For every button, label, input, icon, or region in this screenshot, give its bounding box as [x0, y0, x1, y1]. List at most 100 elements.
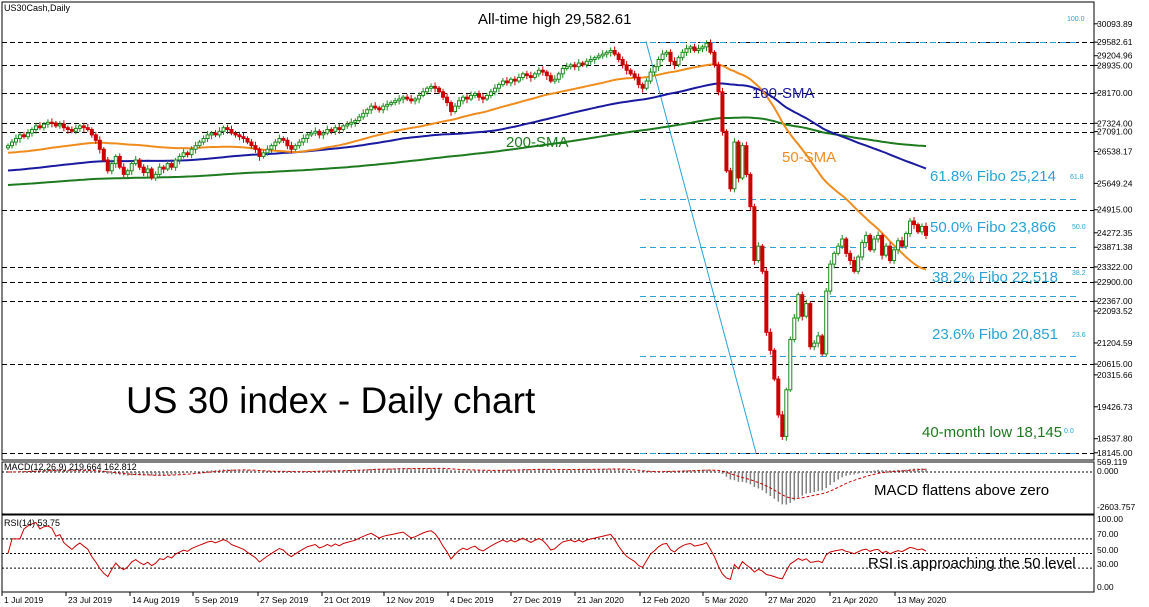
fib236-label: 23.6% Fibo 20,851	[932, 326, 1058, 343]
candle-body	[29, 129, 34, 134]
candle-body	[93, 134, 98, 141]
candle-body	[752, 206, 757, 262]
candle-body	[181, 152, 186, 157]
candle-body	[616, 53, 621, 60]
candle-body	[433, 85, 438, 89]
candle-body	[229, 129, 234, 134]
x-tick-label: 21 Oct 2019	[324, 595, 371, 605]
candle-body	[912, 220, 917, 226]
indicator-axis-label: 100.00	[1097, 514, 1123, 524]
candle-body	[468, 94, 473, 100]
panel-frames	[1, 1, 1095, 593]
candle-body	[333, 127, 338, 132]
candle-body	[816, 335, 821, 344]
main-panel-frame	[1, 1, 1095, 461]
candle-body	[169, 163, 174, 168]
y-tick-label: 20315.66	[1097, 370, 1133, 380]
candle-body	[584, 60, 589, 66]
candle-body	[536, 69, 541, 75]
candle-body	[285, 139, 290, 147]
candle-body	[81, 125, 86, 129]
fib-tag-618: 61.8	[1070, 174, 1084, 181]
candle-body	[628, 69, 633, 75]
fibonacci-levels	[640, 42, 1080, 454]
fib-tag-0: 0.0	[1064, 428, 1074, 435]
candle-body	[484, 94, 489, 100]
candle-body	[281, 137, 286, 141]
trendline	[645, 41, 757, 453]
candle-body	[608, 50, 613, 53]
sma100-line	[7, 82, 927, 172]
candle-body	[73, 127, 78, 132]
candle-body	[848, 252, 853, 262]
candle-body	[588, 58, 593, 62]
candle-body	[37, 125, 42, 129]
candle-body	[808, 303, 813, 348]
candle-body	[480, 96, 485, 100]
candle-body	[840, 238, 845, 247]
candle-body	[17, 134, 22, 139]
candle-body	[576, 62, 581, 68]
candle-body	[381, 105, 386, 111]
candle-body	[876, 234, 881, 240]
candle-body	[476, 93, 481, 98]
candle-body	[916, 224, 921, 233]
candle-body	[209, 132, 214, 136]
x-tick-label: 27 Mar 2020	[768, 595, 816, 605]
candle-body	[804, 303, 809, 317]
y-tick-label: 22367.00	[1097, 296, 1133, 306]
candle-body	[345, 123, 350, 127]
candle-body	[500, 80, 505, 86]
candle-body	[61, 123, 66, 129]
candle-body	[105, 159, 110, 172]
fib-tag-500: 50.0	[1072, 224, 1086, 231]
candle-body	[760, 245, 765, 272]
candle-body	[920, 225, 925, 233]
candle-body	[441, 91, 446, 98]
candle-body	[764, 270, 769, 333]
candle-body	[604, 51, 609, 55]
x-tick-label: 5 Mar 2020	[705, 595, 748, 605]
candle-body	[101, 148, 106, 161]
candlesticks	[6, 39, 928, 441]
macd-panel-frame	[1, 461, 1095, 515]
candle-body	[880, 234, 885, 256]
x-tick-label: 23 Jul 2019	[68, 595, 112, 605]
low-label: 40-month low 18,145	[922, 424, 1062, 441]
candle-body	[269, 145, 274, 150]
candle-body	[53, 122, 58, 127]
candle-body	[564, 66, 569, 69]
y-tick-label: 28935.00	[1097, 60, 1133, 70]
sma200-line	[7, 116, 927, 186]
candle-body	[313, 130, 318, 134]
y-tick-label: 22900.00	[1097, 277, 1133, 287]
candle-body	[65, 127, 70, 130]
candle-body	[620, 58, 625, 66]
candle-body	[321, 132, 326, 136]
macd-label: MACD(12,26,9) 219.664 162.812	[4, 462, 137, 472]
candle-body	[6, 145, 10, 149]
candle-body	[25, 132, 30, 138]
candle-body	[377, 107, 382, 111]
y-tick-label: 18145.00	[1097, 448, 1133, 458]
candle-body	[89, 129, 94, 136]
x-tick-label: 14 Aug 2019	[132, 595, 180, 605]
candle-body	[97, 139, 102, 150]
fib-trendline	[645, 41, 757, 453]
candle-body	[189, 148, 194, 156]
candle-body	[461, 96, 466, 102]
indicator-axis-label: 0.000	[1097, 466, 1119, 476]
candle-body	[512, 78, 517, 82]
candle-body	[720, 91, 725, 132]
indicator-axis-label: 50.00	[1097, 545, 1119, 555]
sma50-label: 50-SMA	[782, 149, 836, 166]
candle-body	[45, 121, 50, 125]
x-tick-label: 4 Dec 2019	[450, 595, 494, 605]
candle-body	[572, 64, 577, 68]
y-tick-label: 28170.00	[1097, 88, 1133, 98]
candle-body	[213, 132, 218, 136]
candle-body	[516, 76, 521, 82]
y-tick-label: 23871.38	[1097, 242, 1133, 252]
candle-body	[676, 57, 681, 66]
candle-body	[305, 134, 310, 139]
